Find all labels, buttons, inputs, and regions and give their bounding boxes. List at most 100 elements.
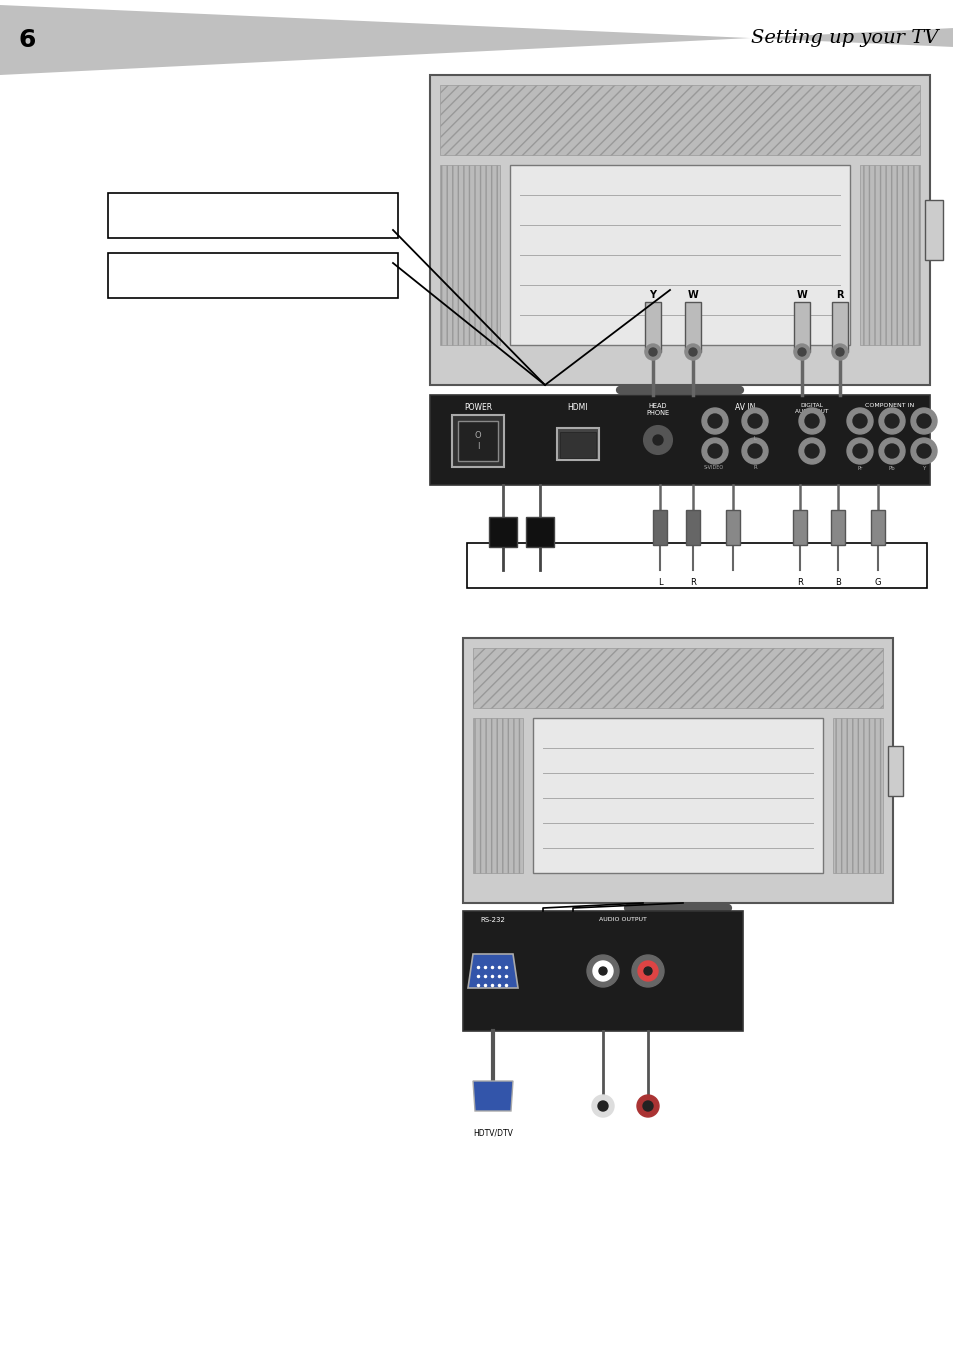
- Circle shape: [747, 444, 761, 458]
- Bar: [473, 648, 882, 708]
- Bar: [793, 303, 809, 353]
- Circle shape: [878, 408, 904, 434]
- Bar: [439, 165, 499, 345]
- Circle shape: [799, 438, 824, 463]
- Text: B: B: [834, 578, 840, 586]
- Circle shape: [916, 413, 930, 428]
- Bar: [831, 303, 847, 353]
- Text: R: R: [796, 578, 802, 586]
- Bar: [859, 165, 919, 345]
- Bar: [430, 76, 929, 385]
- Text: L: L: [657, 578, 661, 586]
- Bar: [439, 85, 919, 155]
- Circle shape: [878, 438, 904, 463]
- Text: R: R: [689, 578, 695, 586]
- Bar: [489, 517, 517, 547]
- Circle shape: [701, 438, 727, 463]
- Bar: [533, 717, 822, 873]
- Circle shape: [643, 426, 671, 454]
- Bar: [108, 193, 397, 238]
- Polygon shape: [468, 954, 517, 988]
- Circle shape: [586, 955, 618, 988]
- Bar: [462, 638, 892, 902]
- Circle shape: [741, 408, 767, 434]
- Bar: [557, 428, 598, 459]
- Polygon shape: [473, 1081, 513, 1111]
- Text: HEAD
PHONE: HEAD PHONE: [646, 403, 669, 416]
- Bar: [792, 509, 806, 544]
- Bar: [725, 509, 740, 544]
- Circle shape: [835, 349, 843, 357]
- Circle shape: [701, 408, 727, 434]
- Text: L: L: [858, 415, 861, 420]
- Text: O
I: O I: [475, 431, 481, 451]
- Bar: [832, 717, 882, 873]
- Bar: [559, 432, 596, 458]
- Bar: [510, 165, 849, 345]
- Bar: [467, 543, 926, 588]
- Text: RS-232: RS-232: [480, 917, 505, 923]
- Circle shape: [916, 444, 930, 458]
- Text: R: R: [836, 290, 842, 300]
- Circle shape: [592, 1096, 614, 1117]
- Circle shape: [644, 345, 660, 359]
- Circle shape: [846, 438, 872, 463]
- Circle shape: [598, 967, 606, 975]
- Circle shape: [852, 444, 866, 458]
- Circle shape: [652, 435, 662, 444]
- Circle shape: [797, 349, 805, 357]
- Circle shape: [804, 413, 818, 428]
- Circle shape: [684, 345, 700, 359]
- Circle shape: [637, 1096, 659, 1117]
- Circle shape: [642, 1101, 652, 1111]
- Circle shape: [688, 349, 697, 357]
- Text: AUDIO OUTPUT: AUDIO OUTPUT: [598, 917, 646, 921]
- Text: R: R: [752, 465, 756, 470]
- Circle shape: [707, 413, 721, 428]
- Circle shape: [799, 408, 824, 434]
- Circle shape: [846, 408, 872, 434]
- Circle shape: [741, 438, 767, 463]
- Text: POWER: POWER: [463, 403, 492, 412]
- Text: W: W: [796, 290, 806, 300]
- Circle shape: [598, 1101, 607, 1111]
- Circle shape: [648, 349, 657, 357]
- Circle shape: [707, 444, 721, 458]
- Text: VIDEO: VIDEO: [703, 413, 723, 417]
- Text: DIGITAL
AUDIO OUT: DIGITAL AUDIO OUT: [795, 403, 828, 413]
- Circle shape: [831, 345, 847, 359]
- Text: W: W: [687, 290, 698, 300]
- Circle shape: [910, 408, 936, 434]
- Circle shape: [631, 955, 663, 988]
- Bar: [830, 509, 844, 544]
- Circle shape: [747, 413, 761, 428]
- Bar: [685, 509, 700, 544]
- Bar: [684, 303, 700, 353]
- Text: Y: Y: [922, 466, 924, 471]
- Bar: [644, 303, 660, 353]
- Text: L: L: [753, 436, 756, 440]
- Circle shape: [884, 444, 898, 458]
- Text: Setting up your TV: Setting up your TV: [750, 28, 937, 47]
- Bar: [870, 509, 884, 544]
- Bar: [924, 200, 942, 259]
- Circle shape: [593, 961, 613, 981]
- Circle shape: [793, 345, 809, 359]
- Bar: [430, 394, 929, 485]
- Bar: [452, 415, 503, 467]
- Text: 6: 6: [18, 28, 35, 51]
- Text: HDMI: HDMI: [567, 403, 588, 412]
- Text: COMPONENT IN: COMPONENT IN: [864, 403, 914, 408]
- Bar: [525, 517, 554, 547]
- Text: R: R: [889, 415, 893, 420]
- Text: AV IN: AV IN: [734, 403, 755, 412]
- Bar: [887, 746, 902, 796]
- Text: Pb: Pb: [887, 466, 895, 471]
- Text: HDTV/DTV: HDTV/DTV: [473, 1129, 513, 1138]
- Circle shape: [852, 413, 866, 428]
- Text: Y: Y: [649, 290, 656, 300]
- Circle shape: [884, 413, 898, 428]
- Circle shape: [643, 967, 651, 975]
- Bar: [462, 911, 742, 1031]
- Bar: [473, 717, 522, 873]
